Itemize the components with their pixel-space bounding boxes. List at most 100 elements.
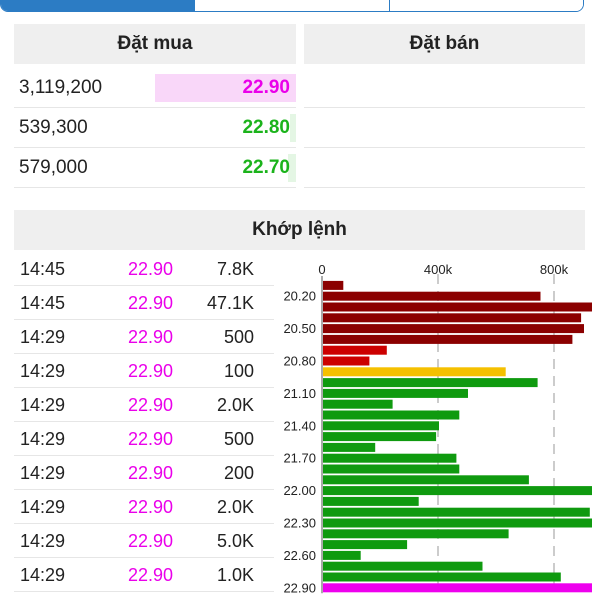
- volume-bar: [323, 367, 506, 377]
- match-time: 14:45: [20, 293, 66, 313]
- volume-bar: [323, 572, 561, 582]
- match-price: 22.90: [128, 293, 174, 313]
- volume-bar: [323, 442, 376, 452]
- matched-row: 14:45 22.90 7.8K: [14, 252, 274, 286]
- volume-bar: [323, 345, 387, 355]
- match-volume: 500: [223, 429, 254, 449]
- sell-orders-header: Đặt bán: [304, 24, 585, 64]
- matched-row: 14:29 22.90 2.0K: [14, 388, 274, 422]
- volume-bar: [323, 313, 582, 323]
- buy-volume: 539,300: [19, 117, 88, 138]
- match-time: 14:29: [20, 395, 66, 415]
- match-time: 14:29: [20, 429, 66, 449]
- match-price: 22.90: [128, 463, 174, 483]
- y-tick-label: 22.90: [283, 580, 316, 595]
- match-volume: 100: [223, 361, 254, 381]
- volume-bar: [323, 334, 573, 344]
- volume-bar: [323, 550, 361, 560]
- matched-row: 14:29 22.90 500: [14, 320, 274, 354]
- match-volume: 2.0K: [216, 497, 254, 517]
- match-volume: 5.0K: [216, 531, 254, 551]
- match-volume: 2.0K: [216, 395, 254, 415]
- sell-order-row: [304, 68, 585, 108]
- match-volume: 500: [223, 327, 254, 347]
- volume-bar: [323, 518, 592, 528]
- matched-row: 14:29 22.90 5.0K: [14, 524, 274, 558]
- match-price: 22.90: [128, 565, 174, 585]
- match-price: 22.90: [128, 429, 174, 449]
- volume-bar: [323, 432, 437, 442]
- sell-order-row: [304, 148, 585, 188]
- volume-bar: [323, 453, 457, 463]
- y-tick-label: 21.70: [283, 451, 316, 466]
- buy-orders-header: Đặt mua: [14, 24, 296, 64]
- matched-row: 14:45 22.90 47.1K: [14, 286, 274, 320]
- volume-bar: [323, 475, 529, 485]
- volume-bar: [323, 356, 370, 366]
- match-time: 14:29: [20, 565, 66, 585]
- y-tick-label: 22.00: [283, 483, 316, 498]
- volume-bar: [323, 410, 460, 420]
- volume-bar: [323, 399, 393, 409]
- volume-bar: [323, 464, 460, 474]
- y-tick-label: 20.50: [283, 321, 316, 336]
- matched-row: 14:29 22.90 2.0K: [14, 490, 274, 524]
- match-time: 14:29: [20, 497, 66, 517]
- match-time: 14:45: [20, 259, 66, 279]
- x-tick-label: 400k: [424, 262, 453, 277]
- volume-bar: [323, 540, 408, 550]
- buy-volume-bar: [290, 114, 296, 142]
- buy-order-row: 579,000 22.70: [14, 148, 296, 188]
- matched-row: 14:29 22.90 100: [14, 354, 274, 388]
- y-tick-label: 21.10: [283, 386, 316, 401]
- match-price: 22.90: [128, 531, 174, 551]
- match-volume: 47.1K: [206, 293, 254, 313]
- match-volume: 200: [223, 463, 254, 483]
- volume-bar: [323, 529, 509, 539]
- volume-bar: [323, 561, 483, 571]
- match-price: 22.90: [128, 361, 174, 381]
- volume-bar: [323, 378, 538, 388]
- x-tick-label: 0: [318, 262, 325, 277]
- match-time: 14:29: [20, 531, 66, 551]
- volume-bar: [323, 388, 468, 398]
- volume-bar: [323, 302, 592, 312]
- volume-bar: [323, 291, 541, 301]
- matched-row: 14:29 22.90 1.0K: [14, 558, 274, 592]
- buy-volume-bar: [155, 74, 296, 102]
- match-time: 14:29: [20, 463, 66, 483]
- y-tick-label: 22.30: [283, 516, 316, 531]
- y-tick-label: 20.20: [283, 289, 316, 304]
- volume-bar: [323, 324, 584, 334]
- matched-row: 14:29 22.90 500: [14, 422, 274, 456]
- buy-order-row: 3,119,200 22.90: [14, 68, 296, 108]
- volume-by-price-chart: 0400k800k1,2m1,6m2m20.2020.5020.8021.102…: [283, 262, 592, 595]
- match-volume: 7.8K: [216, 259, 254, 279]
- tab-2[interactable]: [195, 0, 390, 11]
- y-tick-label: 20.80: [283, 354, 316, 369]
- sell-order-row: [304, 108, 585, 148]
- volume-bar: [323, 421, 439, 431]
- match-price: 22.90: [128, 327, 174, 347]
- buy-price: 22.70: [242, 157, 290, 178]
- volume-bar: [323, 280, 344, 290]
- buy-price: 22.80: [242, 117, 290, 138]
- match-time: 14:29: [20, 361, 66, 381]
- match-volume: 1.0K: [216, 565, 254, 585]
- volume-bar: [323, 496, 419, 506]
- matched-orders-header: Khớp lệnh: [14, 210, 585, 250]
- tab-3[interactable]: [389, 0, 583, 11]
- buy-volume-bar: [288, 154, 296, 182]
- buy-order-row: 539,300 22.80: [14, 108, 296, 148]
- buy-volume: 579,000: [19, 157, 88, 178]
- match-price: 22.90: [128, 259, 174, 279]
- matched-row: 14:29 22.90 200: [14, 456, 274, 490]
- volume-bar: [323, 507, 590, 517]
- volume-bar: [323, 486, 592, 496]
- match-price: 22.90: [128, 497, 174, 517]
- x-tick-label: 800k: [540, 262, 569, 277]
- buy-price: 22.90: [242, 77, 290, 98]
- tab-1[interactable]: [1, 0, 196, 11]
- y-tick-label: 22.60: [283, 548, 316, 563]
- match-time: 14:29: [20, 327, 66, 347]
